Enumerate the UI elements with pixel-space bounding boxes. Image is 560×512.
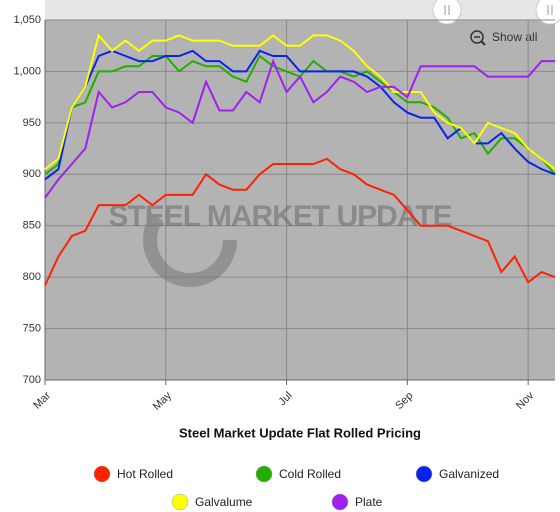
reset-zoom-label[interactable]: Show all bbox=[492, 30, 537, 44]
x-tick-label: Jul bbox=[276, 390, 294, 408]
legend-marker bbox=[93, 465, 111, 483]
y-tick-label: 850 bbox=[23, 220, 41, 232]
y-tick-label: 1,000 bbox=[13, 65, 41, 77]
legend-marker bbox=[171, 493, 189, 511]
navigator-handle[interactable] bbox=[535, 0, 560, 25]
legend-label[interactable]: Cold Rolled bbox=[279, 467, 341, 481]
y-tick-label: 950 bbox=[23, 117, 41, 129]
x-tick-label: Sep bbox=[393, 390, 415, 412]
reset-zoom-button[interactable]: Show all bbox=[470, 30, 537, 46]
legend-marker bbox=[331, 493, 349, 511]
watermark: STEEL MARKET UPDATE bbox=[108, 193, 453, 287]
y-tick-label: 800 bbox=[23, 271, 41, 283]
watermark-text: STEEL MARKET UPDATE bbox=[108, 200, 451, 233]
y-tick-label: 1,050 bbox=[13, 14, 41, 26]
legend-label[interactable]: Hot Rolled bbox=[117, 467, 173, 481]
legend-label[interactable]: Plate bbox=[355, 495, 383, 509]
plot-area bbox=[45, 20, 555, 380]
y-tick-label: 700 bbox=[23, 374, 41, 386]
y-tick-label: 900 bbox=[23, 168, 41, 180]
x-tick-label: May bbox=[151, 389, 175, 413]
legend-label[interactable]: Galvanized bbox=[439, 467, 499, 481]
series-line bbox=[44, 58, 555, 199]
x-tick-label: Mar bbox=[31, 389, 53, 411]
x-tick-label: Nov bbox=[514, 389, 537, 412]
legend-marker bbox=[415, 465, 433, 483]
legend-label[interactable]: Galvalume bbox=[195, 495, 253, 509]
chart-title: Steel Market Update Flat Rolled Pricing bbox=[179, 425, 421, 440]
y-tick-label: 750 bbox=[23, 322, 41, 334]
navigator-handle[interactable] bbox=[432, 0, 462, 25]
legend-marker bbox=[255, 465, 273, 483]
navigator-track bbox=[45, 0, 560, 20]
series-line bbox=[44, 33, 556, 170]
series-line bbox=[44, 157, 556, 286]
